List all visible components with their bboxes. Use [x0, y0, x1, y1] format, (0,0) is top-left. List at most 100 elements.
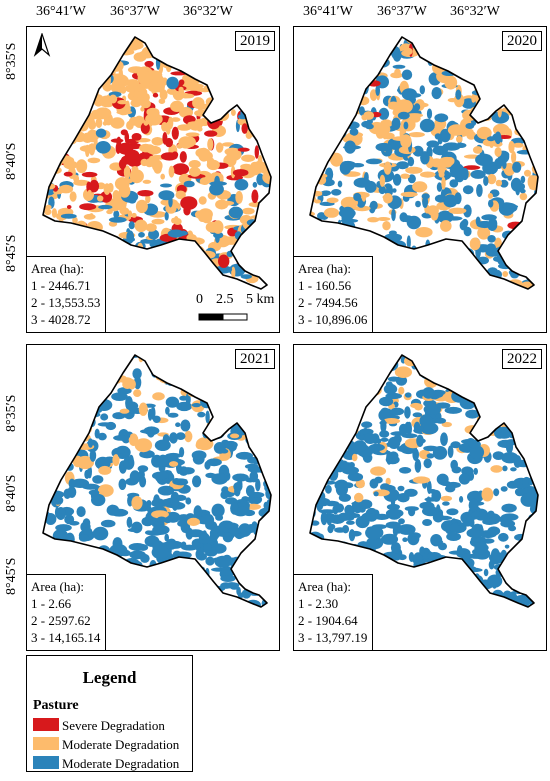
pasture-patch: [143, 570, 159, 575]
pasture-patch: [487, 574, 503, 588]
pasture-patch: [335, 65, 349, 80]
pasture-patch: [415, 200, 421, 208]
pasture-patch: [196, 586, 201, 599]
pasture-patch: [376, 265, 388, 276]
pasture-patch: [120, 86, 127, 94]
pasture-patch: [312, 371, 320, 384]
pasture-patch: [353, 205, 371, 212]
pasture-patch: [139, 475, 147, 488]
pasture-patch: [463, 58, 474, 67]
pasture-patch: [80, 559, 98, 566]
pasture-patch: [374, 557, 388, 563]
pasture-patch: [380, 569, 394, 577]
pasture-patch: [97, 422, 113, 427]
pasture-patch: [456, 564, 462, 571]
pasture-patch: [310, 434, 318, 440]
pasture-patch: [63, 73, 82, 85]
pasture-patch: [104, 256, 120, 265]
pasture-patch: [137, 465, 149, 473]
pasture-patch: [262, 271, 271, 283]
pasture-patch: [348, 238, 353, 249]
pasture-patch: [493, 563, 512, 571]
pasture-patch: [487, 90, 505, 97]
map-panel-2019: 2019 Area (ha): 1 - 2446.71 2 - 13,553.5…: [26, 26, 280, 333]
pasture-patch: [171, 355, 181, 358]
pasture-patch: [202, 64, 211, 72]
pasture-patch: [97, 70, 112, 75]
pasture-patch: [113, 435, 130, 441]
pasture-patch: [257, 134, 267, 140]
pasture-patch: [361, 378, 378, 387]
pasture-patch: [52, 87, 60, 99]
pasture-patch: [401, 88, 418, 101]
pasture-patch: [424, 37, 429, 44]
pasture-patch: [528, 405, 534, 415]
pasture-patch: [43, 424, 56, 437]
pasture-patch: [180, 355, 188, 357]
pasture-patch: [374, 584, 387, 591]
pasture-patch: [263, 378, 271, 389]
pasture-patch: [418, 600, 427, 606]
pasture-patch: [156, 355, 173, 358]
pasture-patch: [119, 207, 130, 215]
pasture-patch: [151, 545, 169, 560]
pasture-patch: [256, 438, 268, 446]
pasture-patch: [405, 113, 424, 118]
pasture-patch: [185, 497, 192, 505]
pasture-patch: [272, 265, 279, 272]
area-box: Area (ha): 1 - 2446.71 2 - 13,553.53 3 -…: [27, 256, 107, 332]
pasture-patch: [317, 430, 323, 438]
pasture-patch: [126, 120, 134, 130]
pasture-patch: [58, 550, 73, 562]
pasture-patch: [63, 171, 73, 177]
pasture-patch: [247, 404, 254, 416]
pasture-patch: [361, 421, 373, 428]
pasture-patch: [487, 510, 495, 518]
pasture-patch: [60, 85, 79, 97]
pasture-patch: [338, 110, 356, 119]
pasture-patch: [436, 473, 449, 485]
pasture-patch: [511, 151, 517, 164]
pasture-patch: [490, 375, 509, 384]
pasture-patch: [261, 559, 271, 574]
pasture-patch: [390, 407, 405, 416]
pasture-patch: [313, 75, 328, 87]
pasture-patch: [310, 118, 317, 128]
pasture-patch: [472, 595, 488, 606]
pasture-patch: [494, 131, 502, 145]
pasture-patch: [120, 283, 133, 289]
pasture-patch: [265, 66, 271, 71]
pasture-patch: [163, 365, 179, 371]
pasture-patch: [316, 37, 330, 45]
pasture-patch: [43, 138, 56, 153]
pasture-patch: [312, 375, 321, 388]
lat-label-upper-1: 8°35′S: [4, 42, 19, 80]
pasture-patch: [112, 454, 120, 467]
pasture-patch: [333, 231, 339, 244]
pasture-patch: [516, 92, 532, 98]
pasture-patch: [185, 355, 197, 362]
pasture-patch: [400, 249, 412, 255]
pasture-patch: [312, 458, 322, 471]
pasture-patch: [427, 40, 442, 53]
pasture-patch: [468, 498, 479, 512]
pasture-patch: [43, 224, 49, 236]
pasture-patch: [375, 84, 380, 96]
legend-item-severe: Severe Degradation: [33, 718, 165, 733]
pasture-patch: [513, 142, 524, 148]
pasture-patch: [442, 582, 461, 596]
pasture-patch: [157, 246, 165, 255]
pasture-patch: [513, 426, 524, 436]
pasture-patch: [208, 585, 226, 592]
pasture-patch: [168, 565, 182, 572]
pasture-patch: [486, 594, 494, 607]
pasture-patch: [428, 586, 437, 597]
pasture-patch: [446, 508, 459, 516]
pasture-patch: [310, 420, 312, 428]
pasture-patch: [177, 124, 192, 131]
pasture-patch: [310, 487, 312, 493]
pasture-patch: [402, 537, 408, 542]
pasture-patch: [343, 482, 354, 489]
pasture-patch: [340, 420, 354, 432]
pasture-patch: [533, 241, 538, 254]
